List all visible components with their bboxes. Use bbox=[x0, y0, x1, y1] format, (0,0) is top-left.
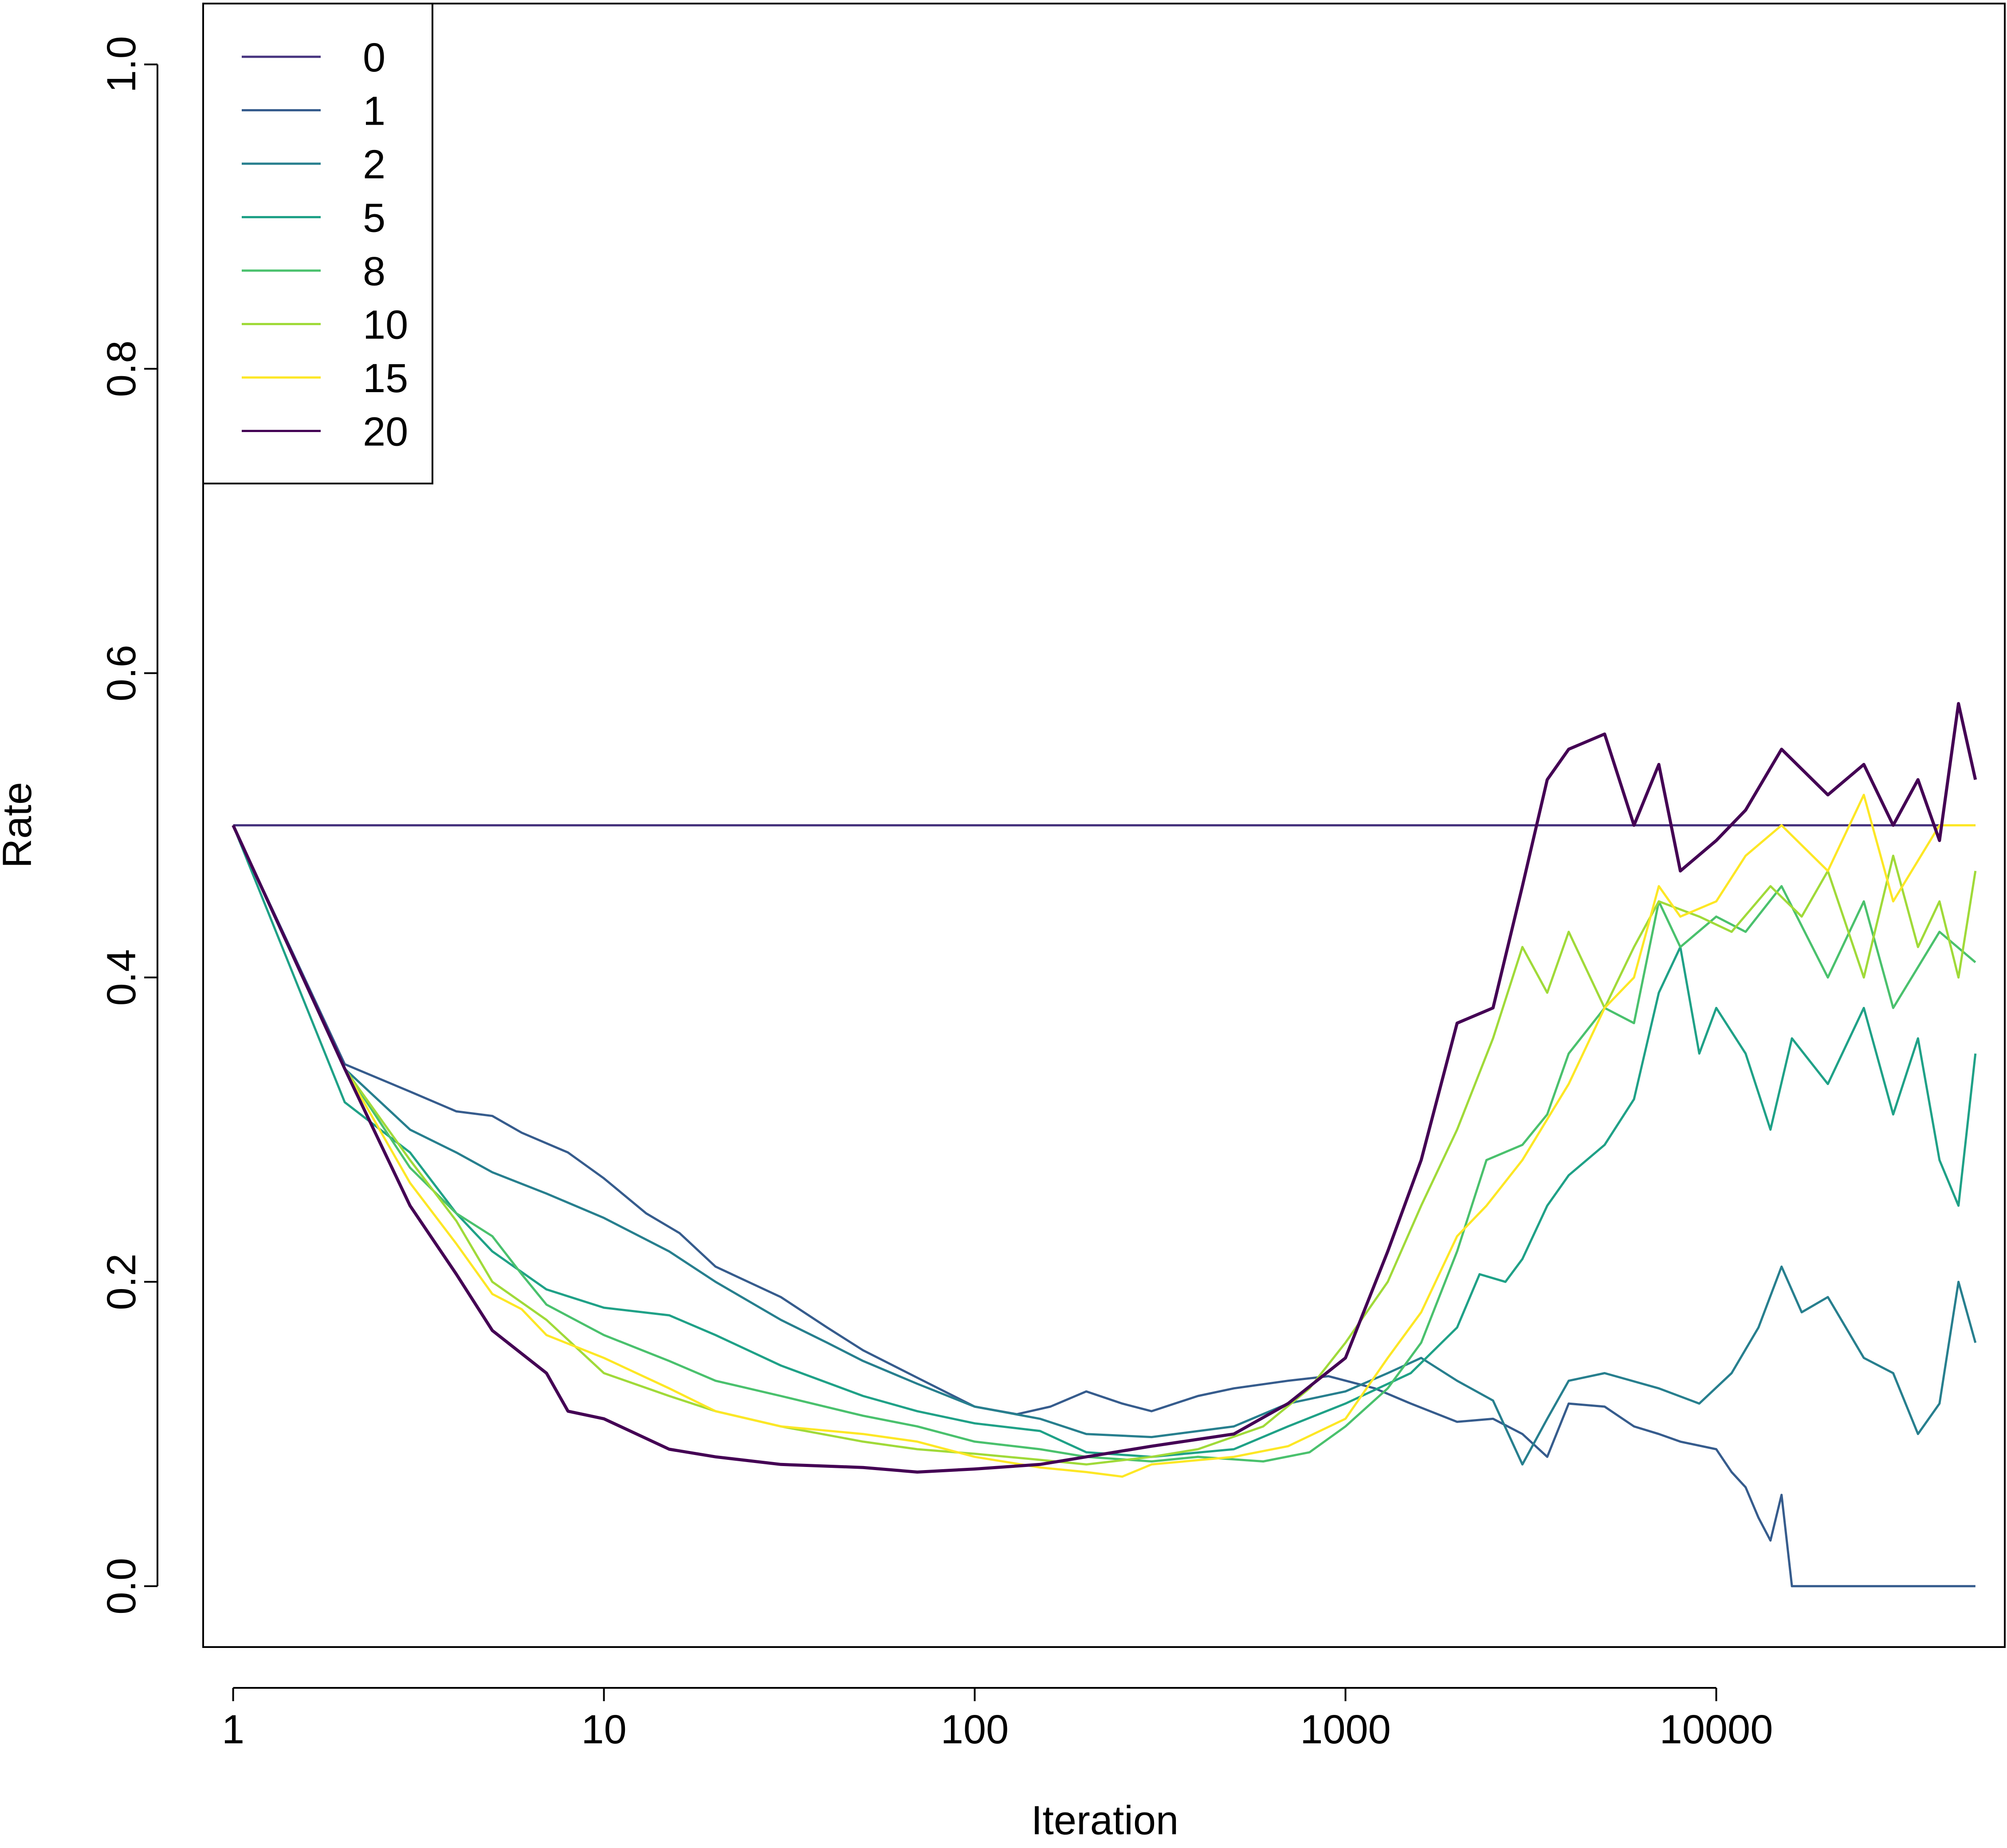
y-tick-label: 0.6 bbox=[99, 645, 144, 701]
y-tick-label: 0.8 bbox=[99, 340, 144, 397]
legend-label-0: 0 bbox=[363, 35, 385, 80]
x-axis-title: Iteration bbox=[1031, 1798, 1178, 1843]
series-line-8 bbox=[232, 825, 1976, 1463]
x-tick-label: 1000 bbox=[1300, 1707, 1391, 1752]
y-tick-label: 1.0 bbox=[99, 36, 144, 93]
y-tick-label: 0.4 bbox=[99, 949, 144, 1006]
series-layer bbox=[232, 702, 1977, 1588]
legend-label-1: 1 bbox=[363, 89, 385, 134]
legend: 0 1 2 5 8 10 15 20 bbox=[202, 3, 433, 484]
series-line-15 bbox=[232, 794, 1976, 1478]
y-axis: 0.0 0.2 0.4 0.6 0.8 1.0 bbox=[99, 36, 158, 1615]
series-line-5 bbox=[232, 825, 1977, 1458]
legend-label-2: 2 bbox=[363, 142, 385, 187]
y-axis-title: Rate bbox=[0, 782, 40, 868]
x-tick-label: 10000 bbox=[1660, 1707, 1773, 1752]
series-line-20 bbox=[232, 702, 1977, 1474]
legend-label-15: 15 bbox=[363, 356, 408, 401]
series-line-1 bbox=[232, 825, 1976, 1588]
y-tick-label: 0.2 bbox=[99, 1254, 144, 1310]
x-tick-label: 1 bbox=[222, 1707, 244, 1752]
legend-label-10: 10 bbox=[363, 303, 408, 348]
legend-label-20: 20 bbox=[363, 409, 408, 455]
x-axis: 1 10 100 1000 10000 bbox=[222, 1687, 1773, 1752]
series-line-10 bbox=[232, 825, 1977, 1466]
legend-box bbox=[202, 3, 433, 484]
x-tick-label: 10 bbox=[581, 1707, 626, 1752]
legend-label-8: 8 bbox=[363, 249, 385, 294]
legend-label-5: 5 bbox=[363, 196, 385, 241]
series-line-2 bbox=[232, 825, 1977, 1466]
plot-frame bbox=[202, 3, 2006, 1648]
y-tick-label: 0.0 bbox=[99, 1558, 144, 1615]
x-tick-label: 100 bbox=[941, 1707, 1009, 1752]
